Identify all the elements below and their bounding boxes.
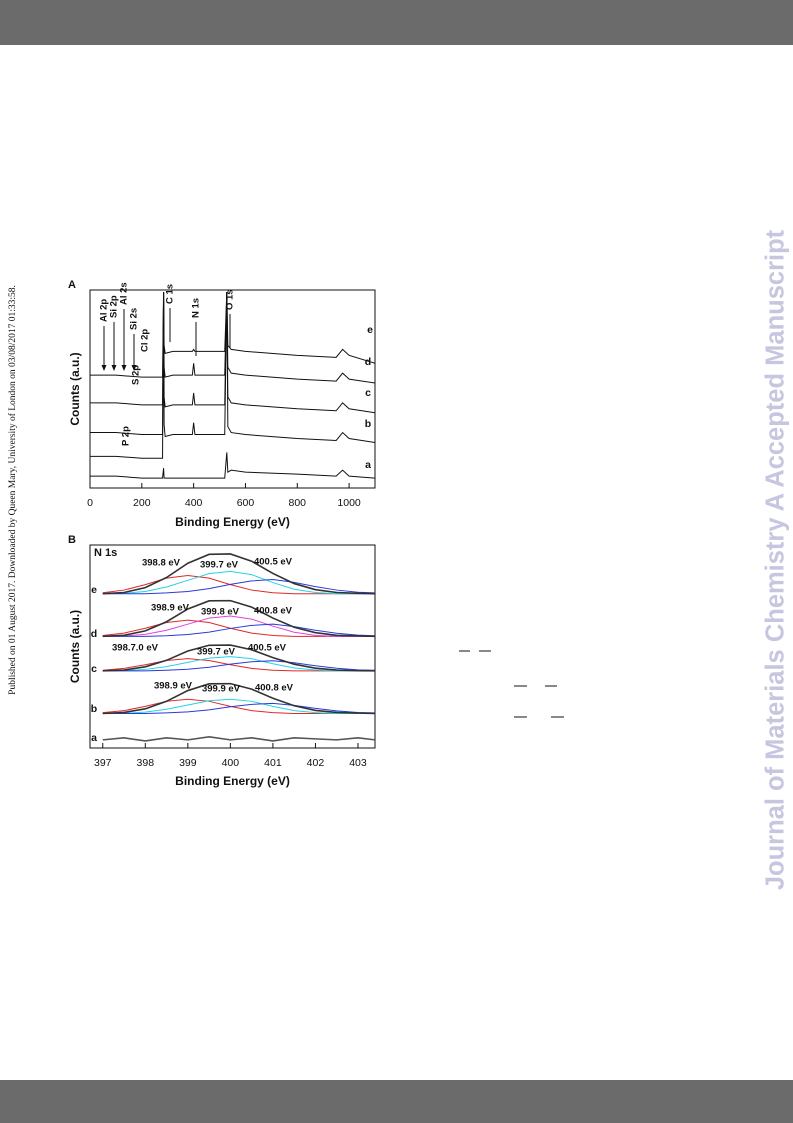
arrow-head bbox=[131, 365, 137, 371]
peak-annotation: P 2p bbox=[121, 426, 132, 446]
x-tick-label: 800 bbox=[289, 497, 307, 509]
series-label: a bbox=[91, 732, 97, 744]
x-axis-label: Binding Energy (eV) bbox=[175, 515, 290, 529]
footer-bar bbox=[0, 1080, 793, 1123]
panel-label: B bbox=[68, 534, 76, 546]
x-tick-label: 403 bbox=[349, 757, 367, 769]
arrow-head bbox=[101, 365, 107, 371]
header-bar bbox=[0, 0, 793, 45]
series-label: e bbox=[91, 584, 97, 596]
fit-component bbox=[102, 570, 375, 595]
peak-annotation: N 1s bbox=[191, 298, 202, 318]
peak-label: 400.5 eV bbox=[248, 643, 287, 654]
fit-component bbox=[102, 574, 375, 595]
peak-label: 399.9 eV bbox=[202, 684, 241, 695]
x-tick-label: 200 bbox=[133, 497, 151, 509]
spectrum bbox=[102, 736, 375, 742]
x-tick-label: 402 bbox=[307, 757, 325, 769]
y-axis-label: Counts (a.u.) bbox=[68, 610, 82, 683]
peak-annotation: Si 2s bbox=[129, 308, 140, 330]
series-label: c bbox=[91, 663, 97, 675]
peak-label: 399.7 eV bbox=[200, 560, 239, 571]
peak-annotation: S 2p bbox=[131, 365, 142, 385]
fit-component bbox=[102, 615, 375, 637]
peak-annotation: C 1s bbox=[165, 284, 176, 304]
spectrum bbox=[102, 644, 375, 672]
panel-label: A bbox=[68, 279, 76, 291]
peak-annotation: Si 2p bbox=[109, 295, 120, 318]
peak-label: 400.5 eV bbox=[254, 557, 293, 568]
x-tick-label: 400 bbox=[185, 497, 203, 509]
peak-label: 399.7 eV bbox=[197, 647, 236, 658]
peak-label: 398.9 eV bbox=[151, 603, 190, 614]
side-text: Published on 01 August 2017. Downloaded … bbox=[7, 285, 18, 695]
series-label: d bbox=[365, 356, 371, 368]
x-tick-label: 0 bbox=[87, 497, 93, 509]
spectrum bbox=[102, 599, 375, 638]
x-tick-label: 400 bbox=[222, 757, 240, 769]
arrow-head bbox=[121, 365, 127, 371]
peak-annotation: O 1s bbox=[225, 289, 236, 310]
spectrum bbox=[102, 553, 375, 595]
arrow-head bbox=[111, 365, 117, 371]
x-tick-label: 399 bbox=[179, 757, 197, 769]
series-label: b bbox=[365, 418, 371, 430]
watermark: Journal of Materials Chemistry A Accepte… bbox=[762, 229, 790, 890]
plot-frame bbox=[89, 289, 376, 489]
panel-title: N 1s bbox=[94, 547, 117, 559]
spectrum bbox=[102, 682, 375, 715]
fit-component bbox=[102, 623, 375, 637]
spectrum bbox=[90, 291, 375, 378]
x-tick-label: 401 bbox=[264, 757, 282, 769]
fit-component bbox=[102, 656, 375, 672]
series-label: b bbox=[91, 703, 97, 715]
peak-label: 400.8 eV bbox=[255, 683, 294, 694]
y-axis-label: Counts (a.u.) bbox=[68, 352, 82, 425]
x-tick-label: 1000 bbox=[337, 497, 361, 509]
peak-label: 399.8 eV bbox=[201, 607, 240, 618]
x-tick-label: 397 bbox=[94, 757, 112, 769]
x-tick-label: 600 bbox=[237, 497, 255, 509]
peak-label: 398.9 eV bbox=[154, 681, 193, 692]
fit-component bbox=[102, 579, 375, 595]
fit-component bbox=[102, 698, 375, 714]
spectrum bbox=[90, 452, 375, 479]
peak-label: 398.8 eV bbox=[142, 558, 181, 569]
series-label: e bbox=[367, 324, 373, 336]
peak-label: 398.7.0 eV bbox=[112, 643, 159, 654]
fit-component bbox=[102, 660, 375, 672]
plot-frame bbox=[89, 544, 376, 749]
fit-component bbox=[102, 698, 375, 714]
fit-component bbox=[102, 619, 375, 637]
series-label: d bbox=[91, 628, 97, 640]
series-label: a bbox=[365, 459, 371, 471]
peak-annotation: Cl 2p bbox=[140, 329, 151, 352]
peak-annotation: Al 2s bbox=[119, 282, 130, 305]
peak-label: 400.8 eV bbox=[254, 606, 293, 617]
x-tick-label: 398 bbox=[137, 757, 155, 769]
x-axis-label: Binding Energy (eV) bbox=[175, 774, 290, 788]
peak-annotation: Al 2p bbox=[99, 299, 110, 322]
stray-dashes bbox=[459, 650, 564, 718]
fit-component bbox=[102, 702, 375, 714]
series-label: c bbox=[365, 387, 371, 399]
